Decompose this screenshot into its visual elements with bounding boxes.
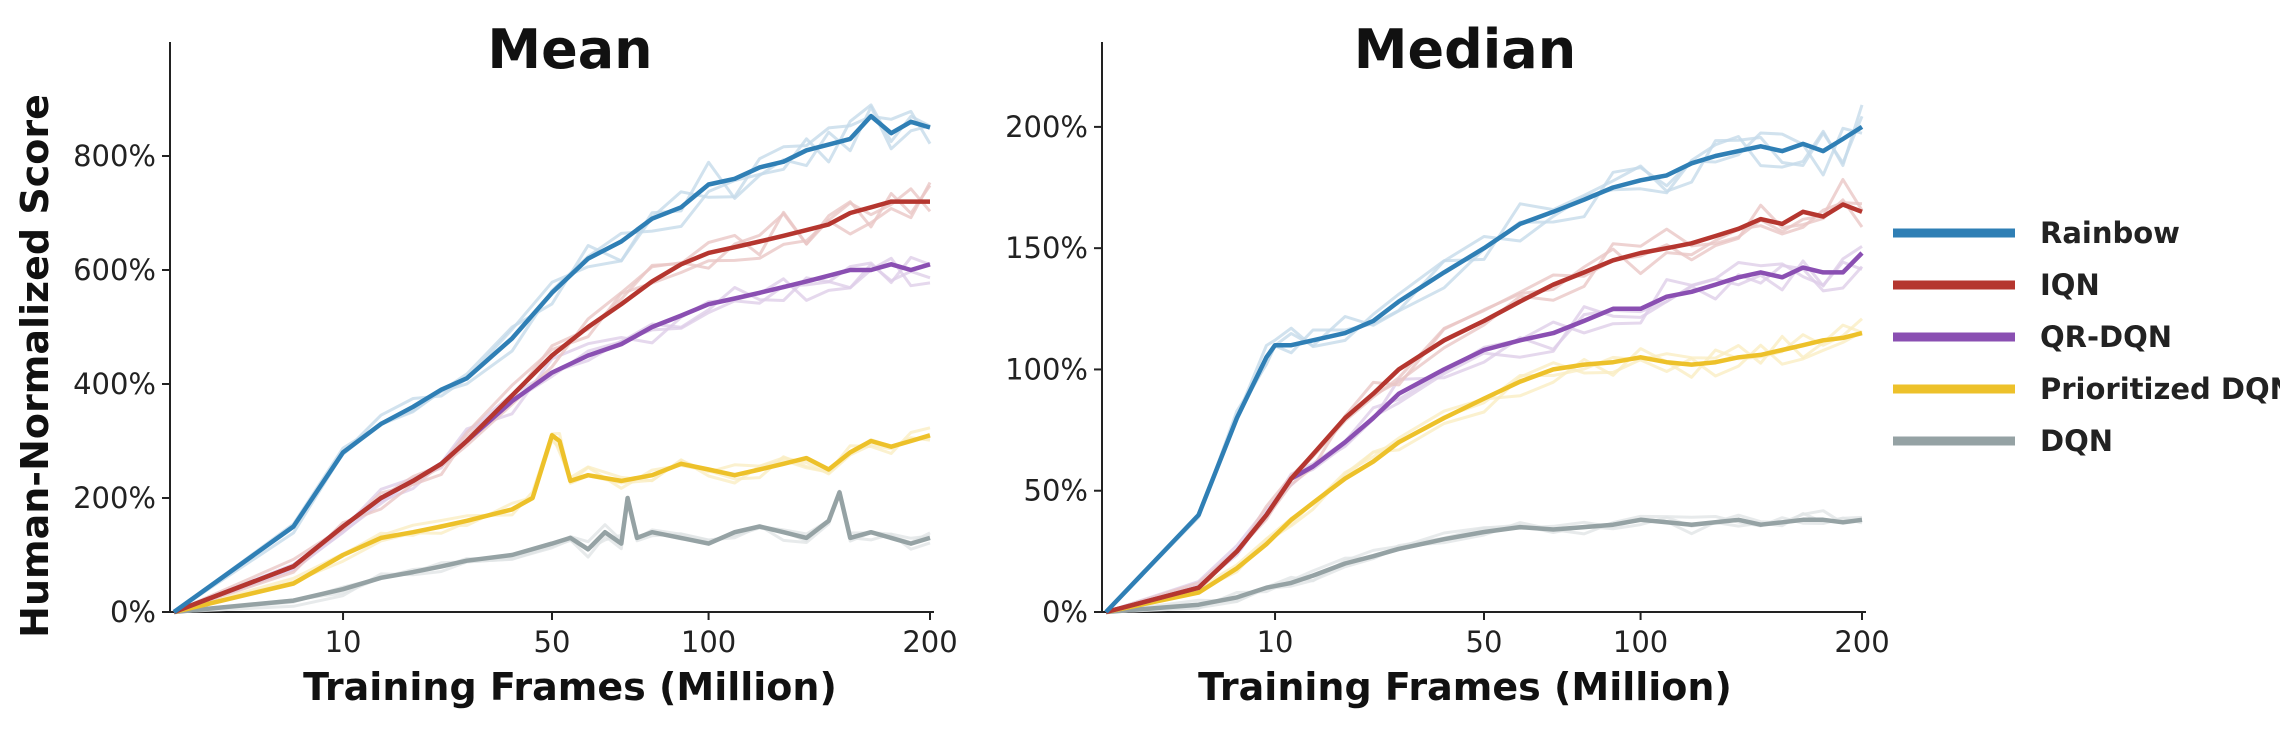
mean-y-tick-label: 0% [110,595,156,629]
mean-y-ticks: 0% 200% 400% 600% 800% [73,139,170,629]
median-prioritized-dqn-line [1105,330,1863,615]
mean-dqn-line [173,490,931,615]
median-y-tick-label: 200% [1005,110,1088,144]
median-qr-dqn-seed-line [1105,245,1863,614]
mean-rainbow-line [172,113,931,614]
mean-x-ticks: 10 50 100 200 [325,612,958,659]
mean-title: Mean [487,18,652,81]
median-iqn-line [1105,202,1863,615]
mean-dqn-seed-line [173,489,931,614]
median-y-ticks: 0% 50% 100% 150% 200% [1005,110,1102,629]
median-qr-dqn-seed-line [1105,260,1863,614]
mean-y-tick-label: 200% [73,481,156,515]
legend: Rainbow IQN QR-DQN Prioritized DQN DQN [1893,216,2280,458]
legend-label-iqn: IQN [2040,268,2100,302]
median-dqn-line [1105,517,1863,615]
median-y-tick-label: 150% [1005,231,1088,265]
mean-series-lines [172,103,932,615]
median-y-tick-label: 50% [1024,474,1088,508]
median-x-axis-label: Training Frames (Million) [1198,665,1732,709]
mean-y-tick-label: 800% [73,139,156,173]
mean-x-tick-label: 50 [534,625,571,659]
mean-x-axis-label: Training Frames (Million) [303,665,837,709]
median-rainbow-seed-line [1104,115,1864,614]
legend-label-dqn: DQN [2040,424,2113,458]
mean-y-tick-label: 600% [73,253,156,287]
median-x-ticks: 10 50 100 200 [1257,612,1890,659]
median-x-tick-label: 200 [1834,625,1889,659]
legend-label-qr-dqn: QR-DQN [2040,320,2172,354]
median-rainbow-seed-line [1104,126,1863,614]
mean-rainbow-seed-line [173,109,932,614]
mean-dqn-seed-line [173,491,931,614]
median-title: Median [1354,18,1576,81]
legend-label-prioritized-dqn: Prioritized DQN [2040,372,2280,406]
mean-x-tick-label: 10 [325,625,362,659]
median-y-tick-label: 100% [1005,352,1088,386]
median-x-tick-label: 100 [1613,625,1668,659]
mean-iqn-line [173,199,930,615]
median-panel: Median 0% 50% 100% 150% 200% 10 50 100 200 Trai… [1005,18,1890,709]
mean-dqn-seed-line [173,492,931,614]
median-iqn-seed-line [1105,178,1864,614]
mean-x-tick-label: 200 [902,625,957,659]
y-axis-label: Human-Normalized Score [13,94,57,638]
mean-iqn-seed-line [173,181,932,614]
median-x-tick-label: 50 [1466,625,1503,659]
median-y-tick-label: 0% [1042,595,1088,629]
median-series-lines [1104,104,1864,615]
median-dqn-seed-line [1105,514,1863,614]
mean-y-tick-label: 400% [73,367,156,401]
mean-panel: Mean 0% 200% 400% 600% 800% 10 50 100 200 Train… [73,18,958,709]
median-rainbow-line [1104,124,1864,614]
mean-x-tick-label: 100 [681,625,736,659]
median-rainbow-seed-line [1104,104,1864,614]
median-x-tick-label: 10 [1257,625,1294,659]
mean-prioritized-dqn-line [173,433,931,615]
median-iqn-seed-line [1105,198,1864,614]
legend-label-rainbow: Rainbow [2040,216,2180,250]
median-qr-dqn-line [1105,251,1864,615]
